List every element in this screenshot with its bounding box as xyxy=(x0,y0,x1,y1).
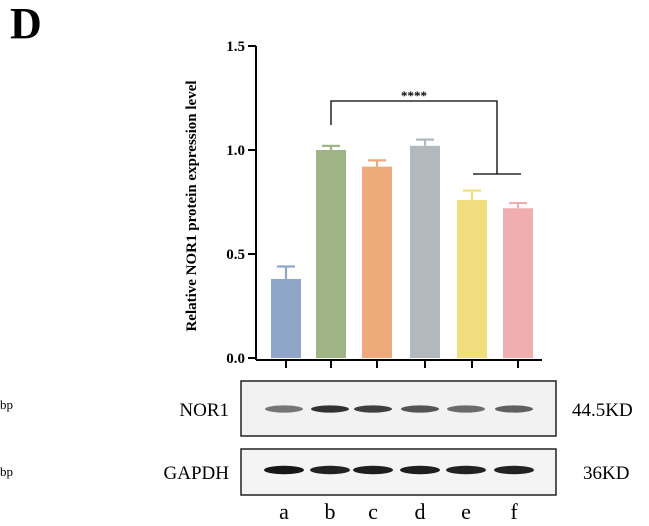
x-ticks xyxy=(285,360,519,368)
cut-off-label-1: bp xyxy=(0,397,13,412)
bar xyxy=(362,166,392,358)
blot-size-nor1: 44.5KD xyxy=(572,400,633,421)
lane-label: a xyxy=(279,499,289,524)
blot-band xyxy=(495,405,533,413)
bar xyxy=(457,199,487,358)
blot-nor1: NOR1 44.5KD xyxy=(179,380,633,437)
blot-band xyxy=(446,465,486,475)
panel-letter: D xyxy=(10,0,42,48)
bracket-line xyxy=(330,100,498,174)
blot-size-gapdh: 36KD xyxy=(583,463,629,484)
y-tick-label: 1.5 xyxy=(226,39,245,55)
y-tick-label: 0.5 xyxy=(226,247,245,263)
blot-band xyxy=(265,405,303,413)
bar xyxy=(410,145,440,358)
blot-label-gapdh: GAPDH xyxy=(164,463,230,484)
blot-band xyxy=(311,405,349,413)
blot-band xyxy=(310,465,350,475)
bands-gapdh xyxy=(264,465,534,475)
blot-band xyxy=(264,465,304,475)
bands-nor1 xyxy=(265,405,533,413)
blot-band xyxy=(353,465,393,475)
bar xyxy=(271,278,301,358)
lane-label: b xyxy=(325,499,336,524)
cut-off-label-2: bp xyxy=(0,464,13,479)
lane-labels: a b c d e f xyxy=(279,499,518,524)
lane-label: c xyxy=(368,499,378,524)
blot-band xyxy=(447,405,485,413)
lane-label: d xyxy=(415,499,426,524)
blot-band xyxy=(401,405,439,413)
blot-band xyxy=(354,405,392,413)
significance-stars: **** xyxy=(401,88,427,103)
lane-label: e xyxy=(461,499,471,524)
y-tick-label: 0.0 xyxy=(226,351,245,367)
blot-band xyxy=(494,465,534,475)
y-axis-label: Relative NOR1 protein expression level xyxy=(184,80,200,331)
bar xyxy=(503,208,533,358)
y-ticks: 0.0 0.5 1.0 1.5 xyxy=(226,39,256,367)
bars xyxy=(271,138,533,358)
blot-band xyxy=(400,465,440,475)
blot-label-nor1: NOR1 xyxy=(179,400,229,421)
y-tick-label: 1.0 xyxy=(226,143,245,159)
bar xyxy=(316,150,346,358)
blot-gapdh: GAPDH 36KD xyxy=(164,448,629,496)
significance-bracket: **** xyxy=(330,88,521,175)
lane-label: f xyxy=(510,499,518,524)
